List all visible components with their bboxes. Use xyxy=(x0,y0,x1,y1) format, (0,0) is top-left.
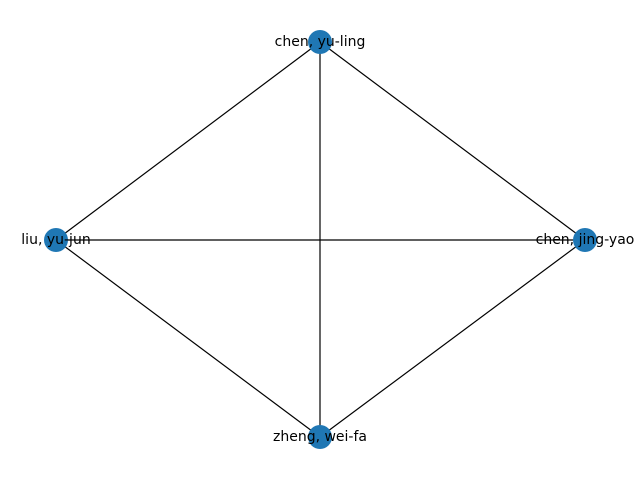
graph-node xyxy=(44,228,68,252)
edges-layer xyxy=(55,41,586,438)
node-label: chen, yu-ling xyxy=(275,34,366,50)
node-label: zheng, wei-fa xyxy=(273,429,367,445)
node-label: liu, yu-jun xyxy=(21,232,90,248)
graph-edge xyxy=(319,41,586,241)
graph-edge xyxy=(55,239,321,438)
graph-node xyxy=(308,30,332,54)
labels-layer: chen, yu-ling liu, yu-jun chen, jing-yao zh… xyxy=(21,34,634,445)
graph-edge xyxy=(55,41,321,241)
graph-node xyxy=(308,425,332,449)
nodes-layer xyxy=(44,30,597,449)
graph-node xyxy=(573,228,597,252)
node-label: chen, jing-yao xyxy=(536,232,635,248)
graph-edge xyxy=(319,239,586,438)
